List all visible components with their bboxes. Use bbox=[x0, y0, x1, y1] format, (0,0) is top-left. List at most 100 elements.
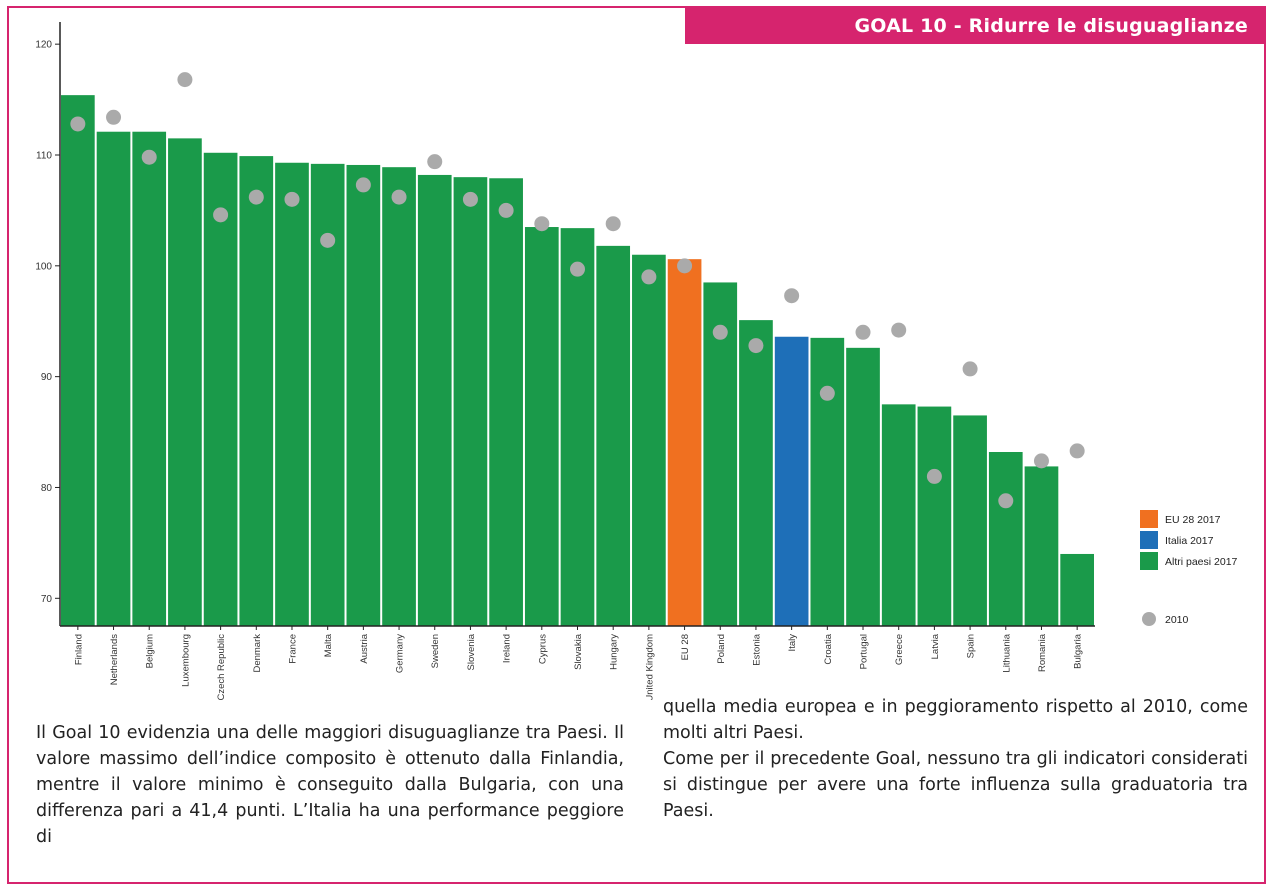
bar-portugal bbox=[846, 347, 880, 626]
bar-luxembourg bbox=[168, 138, 202, 626]
dot-2010-poland bbox=[712, 324, 728, 340]
dot-2010-spain bbox=[962, 361, 978, 377]
x-tick-label: United Kingdom bbox=[644, 634, 655, 700]
x-tick-label: Greece bbox=[894, 634, 905, 665]
bar-france bbox=[275, 162, 309, 626]
y-tick-label: 70 bbox=[41, 594, 53, 605]
x-tick-label: Austria bbox=[359, 633, 370, 663]
x-tick-label: Bulgaria bbox=[1073, 633, 1084, 669]
body-text-left: Il Goal 10 evidenzia una delle maggiori … bbox=[36, 723, 624, 847]
x-tick-label: Sweden bbox=[430, 634, 441, 668]
bar-slovakia bbox=[560, 228, 595, 626]
bar-chart: 70 80 90 100 110 120 Finland Netherlands Belgiu… bbox=[35, 22, 1238, 700]
dot-2010-slovenia bbox=[462, 191, 478, 207]
x-tick-label: Lithuania bbox=[1001, 633, 1012, 672]
bar-sweden bbox=[417, 174, 452, 626]
dot-2010-estonia bbox=[748, 338, 764, 354]
bar-romania bbox=[1024, 466, 1059, 626]
dot-2010-sweden bbox=[427, 154, 443, 170]
body-text-right: quella media europea e in peggioramento … bbox=[663, 694, 1248, 824]
bar-belgium bbox=[132, 131, 167, 626]
dot-2010-croatia bbox=[819, 385, 835, 401]
x-tick-label: Ireland bbox=[502, 634, 513, 663]
dot-2010-lithuania bbox=[998, 493, 1014, 509]
dot-2010-czech-republic bbox=[213, 207, 229, 223]
dot-2010-denmark bbox=[248, 189, 264, 205]
legend-label: Italia 2017 bbox=[1165, 535, 1214, 547]
dot-2010-hungary bbox=[605, 216, 621, 232]
bar-cyprus bbox=[524, 227, 559, 626]
bar-croatia bbox=[810, 337, 845, 626]
x-tick-label: Portugal bbox=[859, 634, 870, 669]
x-tick-label: Denmark bbox=[252, 634, 263, 673]
x-tick-label: Belgium bbox=[145, 634, 156, 668]
dot-2010-eu-28 bbox=[677, 258, 693, 274]
y-axis: 70 80 90 100 110 120 bbox=[35, 22, 61, 626]
bars-group bbox=[61, 95, 1094, 627]
bar-ireland bbox=[489, 178, 523, 626]
bar-united-kingdom bbox=[632, 254, 666, 626]
legend-label: EU 28 2017 bbox=[1165, 514, 1221, 526]
bar-hungary bbox=[596, 245, 631, 626]
x-tick-label: Hungary bbox=[609, 634, 620, 670]
dots-group bbox=[70, 72, 1085, 509]
body-paragraph-2: Come per il precedente Goal, nessuno tra… bbox=[663, 749, 1248, 821]
legend-swatch bbox=[1140, 552, 1158, 570]
bar-lithuania bbox=[988, 452, 1023, 626]
dot-2010-slovakia bbox=[570, 261, 585, 277]
dot-2010-romania bbox=[1033, 453, 1049, 469]
legend-label: 2010 bbox=[1165, 614, 1189, 626]
y-tick-label: 120 bbox=[35, 40, 52, 51]
legend-label: Altri paesi 2017 bbox=[1165, 556, 1238, 568]
dot-2010-latvia bbox=[926, 468, 942, 484]
dot-2010-ireland bbox=[498, 202, 514, 218]
bar-austria bbox=[346, 164, 381, 626]
x-tick-label: Cyprus bbox=[537, 634, 548, 664]
bar-estonia bbox=[739, 320, 773, 626]
bar-denmark bbox=[239, 156, 274, 627]
bar-eu-28 bbox=[667, 259, 702, 626]
legend-dot-2010 bbox=[1142, 612, 1156, 626]
x-tick-label: Estonia bbox=[751, 633, 762, 665]
page-frame bbox=[7, 6, 1266, 884]
dot-2010-portugal bbox=[855, 324, 871, 340]
dot-2010-greece bbox=[891, 322, 907, 338]
dot-2010-luxembourg bbox=[177, 72, 193, 88]
bar-germany bbox=[382, 167, 416, 627]
x-tick-label: France bbox=[287, 634, 298, 664]
dot-2010-austria bbox=[355, 177, 371, 193]
x-tick-label: Italy bbox=[787, 634, 798, 652]
body-paragraph-1: quella media europea e in peggioramento … bbox=[663, 697, 1248, 743]
x-tick-label: Luxembourg bbox=[180, 634, 191, 687]
legend-swatch bbox=[1140, 531, 1158, 549]
x-tick-label: Finland bbox=[73, 634, 84, 665]
x-tick-label: Latvia bbox=[930, 633, 941, 659]
x-tick-label: Netherlands bbox=[109, 634, 120, 685]
x-tick-label: EU 28 bbox=[680, 634, 691, 660]
x-tick-label: Spain bbox=[966, 634, 977, 658]
dot-2010-malta bbox=[320, 232, 336, 248]
x-tick-label: Slovakia bbox=[573, 633, 584, 670]
dot-2010-france bbox=[284, 191, 300, 207]
dot-2010-italy bbox=[784, 288, 800, 304]
chart-legend: EU 28 2017 Italia 2017 Altri paesi 2017 201… bbox=[1140, 510, 1238, 626]
x-axis: Finland Netherlands Belgium Luxembourg Czech… bbox=[60, 625, 1095, 700]
dot-2010-finland bbox=[70, 116, 86, 132]
bar-finland bbox=[61, 95, 95, 626]
y-tick-label: 110 bbox=[36, 150, 52, 161]
dot-2010-bulgaria bbox=[1069, 443, 1085, 459]
y-tick-label: 90 bbox=[41, 372, 53, 383]
dot-2010-netherlands bbox=[106, 109, 122, 125]
bar-greece bbox=[881, 404, 916, 626]
bar-spain bbox=[953, 415, 987, 626]
dot-2010-cyprus bbox=[534, 216, 550, 232]
bar-italy bbox=[774, 336, 809, 626]
y-tick-label: 80 bbox=[41, 483, 53, 494]
x-tick-label: Poland bbox=[716, 634, 727, 664]
dot-2010-united-kingdom bbox=[641, 269, 657, 285]
bar-czech-republic bbox=[203, 152, 238, 627]
x-tick-label: Croatia bbox=[823, 633, 834, 664]
dot-2010-germany bbox=[391, 189, 407, 205]
x-tick-label: Malta bbox=[323, 633, 334, 657]
x-tick-label: Romania bbox=[1037, 633, 1048, 672]
